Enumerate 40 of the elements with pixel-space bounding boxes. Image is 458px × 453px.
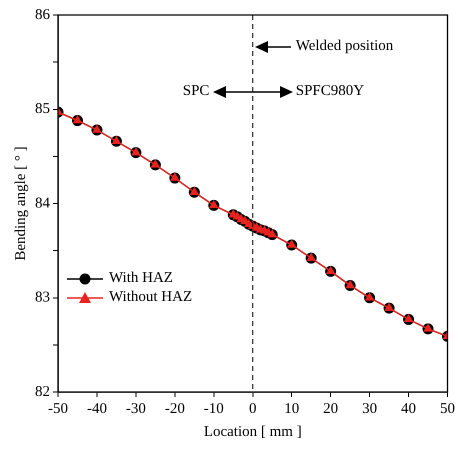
point	[150, 159, 160, 168]
x-tick-label: -30	[126, 400, 146, 417]
y-tick-label: 86	[35, 6, 50, 23]
point	[384, 302, 394, 311]
point	[131, 147, 141, 156]
point	[326, 266, 336, 274]
annotation: SPC	[182, 83, 210, 99]
point	[345, 280, 355, 288]
annotation: SPFC980Y	[296, 83, 364, 99]
point	[112, 136, 122, 144]
x-tick-label: 20	[323, 400, 338, 417]
ref-line-label: Welded position	[296, 38, 394, 54]
x-tick-label: -20	[164, 400, 185, 417]
x-tick-label: 40	[401, 400, 416, 417]
point	[306, 252, 316, 261]
legend-label: Without HAZ	[109, 289, 192, 306]
point	[286, 239, 296, 248]
x-tick-label: 10	[284, 400, 300, 417]
x-tick-label: -40	[86, 400, 107, 417]
point	[190, 186, 200, 195]
x-tick-label: -50	[48, 400, 68, 417]
point	[364, 292, 374, 300]
point	[72, 115, 82, 124]
point	[404, 314, 414, 322]
y-tick-label: 85	[35, 101, 50, 118]
x-tick-label: -10	[204, 400, 224, 417]
y-axis-title: Bending angle [ ° ]	[12, 146, 29, 261]
y-tick-label: 82	[35, 384, 50, 400]
x-tick-label: 50	[440, 400, 455, 417]
point	[170, 172, 180, 181]
point	[423, 323, 433, 332]
x-axis-title: Location [ mm ]	[204, 424, 302, 440]
x-tick-label: 30	[362, 400, 378, 417]
x-tick-label: 0	[249, 400, 256, 417]
y-tick-label: 83	[35, 290, 50, 306]
point	[92, 124, 102, 133]
legend-label: With HAZ	[109, 270, 173, 287]
point	[209, 200, 219, 208]
point	[267, 229, 277, 238]
y-tick-label: 84	[35, 195, 50, 212]
